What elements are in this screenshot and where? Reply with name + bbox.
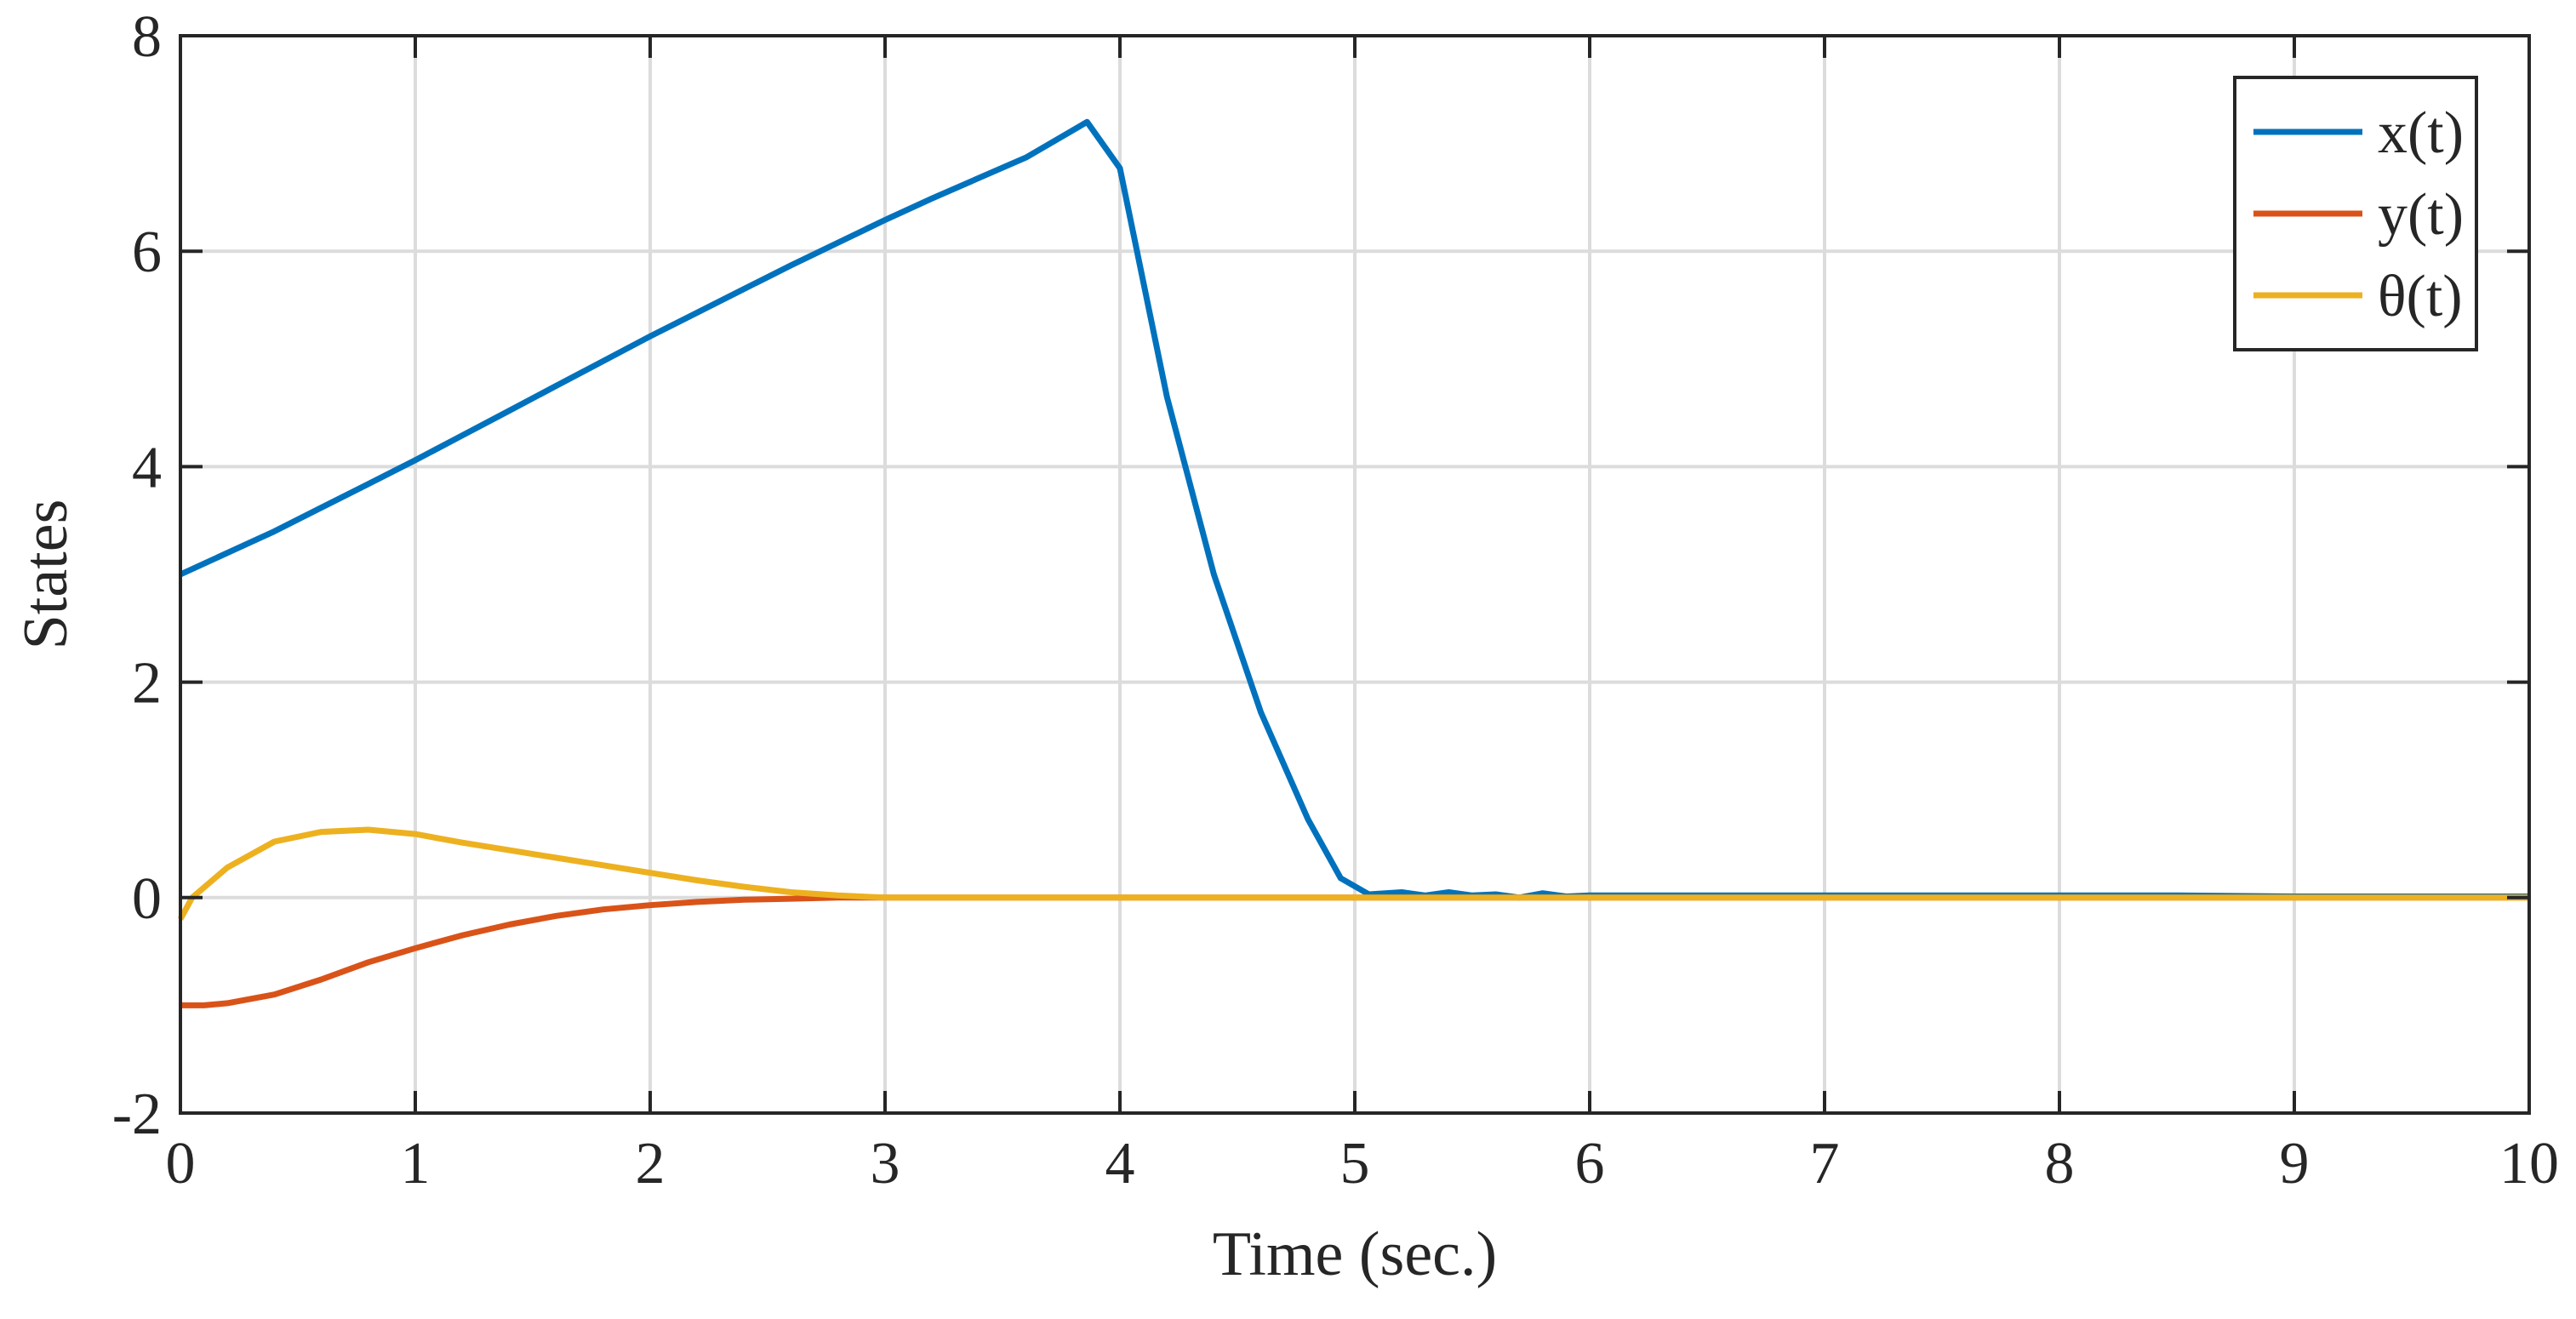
x-tick-label: 7 [1810,1131,1840,1196]
legend-entries: x(t) y(t) θ(t) [2253,100,2464,329]
legend: x(t) y(t) θ(t) [2233,76,2478,351]
y-tick-label: -2 [112,1082,162,1147]
series-line-2 [177,826,2529,921]
y-tick-labels: -2 0 2 4 6 8 [112,4,162,1147]
x-tick-labels: 0 1 2 3 4 5 6 7 8 9 10 [166,1131,2560,1196]
x-tick-label: 5 [1340,1131,1370,1196]
x-tick-label: 10 [2499,1131,2559,1196]
y-tick-label: 6 [132,220,162,285]
x-tick-label: 2 [636,1131,665,1196]
series-lines [177,118,2529,1008]
legend-label: θ(t) [2378,264,2463,329]
y-axis-label: States [11,500,81,650]
x-tick-label: 1 [401,1131,431,1196]
y-tick-label: 0 [132,866,162,932]
x-tick-label: 3 [871,1131,900,1196]
y-tick-label: 2 [132,651,162,717]
x-tick-label: 6 [1575,1131,1605,1196]
x-tick-label: 4 [1105,1131,1135,1196]
y-tick-label: 8 [132,4,162,70]
axis-ticks [179,34,2531,1115]
x-tick-label: 0 [166,1131,196,1196]
legend-label: y(t) [2378,182,2464,248]
x-tick-label: 8 [2045,1131,2075,1196]
y-tick-label: 4 [132,435,162,500]
x-axis-label: Time (sec.) [1213,1219,1497,1289]
legend-label: x(t) [2378,100,2464,166]
x-tick-label: 9 [2280,1131,2310,1196]
